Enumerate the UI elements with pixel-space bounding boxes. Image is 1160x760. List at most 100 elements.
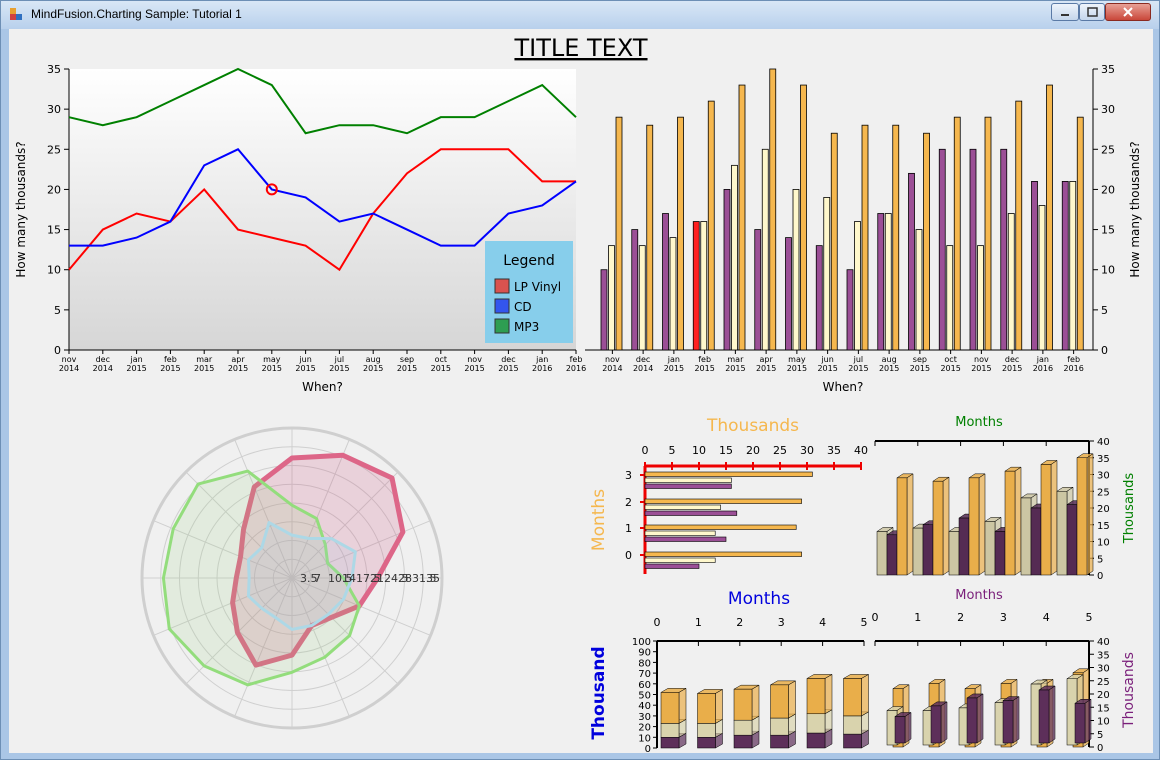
y-axis-title: How many thousands? <box>14 141 28 277</box>
x-tick-label: 2 <box>736 616 743 629</box>
bar <box>733 688 753 721</box>
bar <box>785 237 792 351</box>
bar <box>644 483 732 489</box>
radar-series <box>230 452 406 668</box>
x-tick-label: 0 <box>642 444 649 457</box>
bar <box>1004 470 1016 576</box>
x-tick-label: 2015 <box>397 364 417 373</box>
x-tick-label: may <box>788 355 806 364</box>
y-tick-label: 35 <box>47 63 61 76</box>
x-tick-label: 2014 <box>602 364 622 373</box>
x-tick-label: 2015 <box>431 364 451 373</box>
y-tick-label: 3 <box>625 469 632 482</box>
y-tick-label: 25 <box>1097 677 1110 688</box>
bar <box>1076 116 1084 351</box>
bar <box>1040 464 1052 576</box>
radar-spoke <box>185 471 293 579</box>
bar <box>1056 491 1068 576</box>
bar3d-chart-top: Months 0 5 10 15 20 25 30 35 40 Thousands <box>874 415 1137 582</box>
y-tick-label: 20 <box>47 183 61 196</box>
y-tick-label: 20 <box>1097 504 1110 515</box>
bar <box>761 148 769 351</box>
bar <box>660 723 680 738</box>
bar <box>823 197 831 351</box>
y-tick-label: 70 <box>638 669 651 680</box>
radar-spoke <box>291 577 350 717</box>
radar-tick-label: 7 <box>314 572 321 585</box>
x-axis-title: When? <box>302 380 343 394</box>
y-tick-label: 10 <box>1097 538 1110 549</box>
bar <box>770 717 789 736</box>
bar <box>922 524 934 576</box>
bar <box>697 737 716 749</box>
chart-title: Thousands <box>706 416 799 436</box>
bar <box>644 471 813 477</box>
y-tick-label: 35 <box>1101 63 1115 76</box>
radar-spoke <box>234 439 293 579</box>
x-tick-label: dec <box>501 355 515 364</box>
y-tick-label: 35 <box>1097 650 1110 661</box>
x-tick-label: apr <box>759 355 773 364</box>
maximize-button[interactable] <box>1079 3 1105 21</box>
bar <box>953 116 961 351</box>
bar <box>815 245 823 351</box>
x-tick-label: 2015 <box>725 364 745 373</box>
radar-tick-label: 21 <box>370 572 384 585</box>
x-tick-label: apr <box>231 355 245 364</box>
minimize-button[interactable] <box>1051 3 1079 21</box>
bar <box>707 100 715 351</box>
x-tick-label: 2 <box>957 611 964 624</box>
y-tick-label: 15 <box>47 224 61 237</box>
x-tick-label: 2015 <box>910 364 930 373</box>
y-tick-label: 20 <box>1101 183 1115 196</box>
y-tick-label: 0 <box>54 344 61 357</box>
chart-title: Months <box>955 415 1003 430</box>
y-tick-label: 100 <box>632 637 651 648</box>
client-area: TITLE TEXT 0 5 10 15 20 25 30 35 nov 2014 dec 2014 j… <box>9 29 1153 753</box>
radar-spoke <box>153 520 293 579</box>
bar <box>806 732 826 749</box>
bar <box>700 221 708 351</box>
legend-swatch <box>494 298 510 314</box>
bar <box>1002 700 1014 744</box>
x-tick-label: 15 <box>719 444 733 457</box>
x-tick-label: feb <box>570 355 583 364</box>
y-tick-label: 0 <box>1097 571 1103 582</box>
bar-side <box>861 674 869 717</box>
bar-side <box>751 684 760 721</box>
bar <box>1038 689 1050 744</box>
bar <box>644 557 716 563</box>
y-tick-label: 5 <box>1097 554 1103 565</box>
x-tick-label: 25 <box>773 444 787 457</box>
x-tick-label: jul <box>853 355 864 364</box>
x-tick-label: 4 <box>1043 611 1050 624</box>
x-tick-label: 2015 <box>1002 364 1022 373</box>
close-button[interactable] <box>1105 3 1151 21</box>
bar <box>697 723 716 738</box>
x-tick-label: 30 <box>800 444 814 457</box>
y-tick-label: 10 <box>1101 264 1115 277</box>
bar <box>843 733 862 749</box>
bar <box>894 716 906 744</box>
bar <box>1015 100 1023 351</box>
bar-side <box>942 476 950 576</box>
bar-side <box>824 674 833 715</box>
title-bar[interactable]: MindFusion.Charting Sample: Tutorial 1 <box>1 1 1159 29</box>
bar <box>631 229 639 351</box>
y-tick-label: 10 <box>638 733 651 744</box>
bar-side <box>715 688 723 724</box>
x-tick-label: 2015 <box>848 364 868 373</box>
x-tick-label: nov <box>62 355 77 364</box>
y-tick-label: 5 <box>1097 730 1103 741</box>
bar <box>1020 497 1032 576</box>
x-tick-label: 2015 <box>817 364 837 373</box>
bar-side <box>1084 698 1092 744</box>
x-tick-label: 5 <box>861 616 868 629</box>
y-tick-label: 25 <box>1101 143 1115 156</box>
x-tick-label: jun <box>820 355 833 364</box>
y-tick-label: 10 <box>1097 717 1110 728</box>
y-axis-title: How many thousands? <box>1128 141 1142 277</box>
x-tick-label: 2015 <box>756 364 776 373</box>
x-tick-label: 2015 <box>971 364 991 373</box>
bar <box>843 715 862 735</box>
